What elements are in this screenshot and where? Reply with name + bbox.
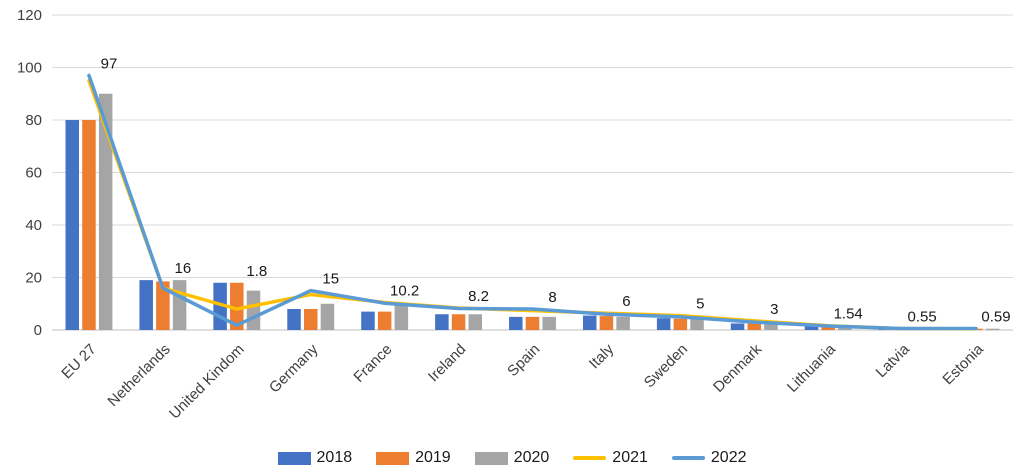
bar-2020: [246, 290, 261, 330]
legend-label: 2018: [316, 449, 353, 466]
x-axis-category-label: Spain: [504, 341, 543, 380]
x-axis-category-label: Estonia: [939, 340, 987, 388]
y-axis-tick-label: 20: [25, 270, 42, 287]
line-2022: [87, 73, 978, 331]
legend-item-2019: 2019: [376, 449, 451, 467]
bar-2019: [156, 281, 170, 330]
x-axis-category-label: Germany: [266, 340, 322, 396]
x-axis-category-label: Latvia: [873, 340, 914, 381]
bar-2018: [435, 314, 449, 330]
legend-swatch-bar-2020: [474, 451, 508, 465]
bar-2020: [394, 303, 409, 330]
bar-2018: [65, 120, 80, 330]
x-axis-category-label: United Kindom: [166, 341, 248, 423]
x-axis-category-label: Ireland: [425, 341, 469, 385]
data-label: 0.55: [908, 309, 937, 326]
bar-2018: [361, 311, 375, 330]
data-label: 6: [622, 293, 630, 310]
bar-2019: [747, 322, 762, 330]
bar-2020: [98, 93, 113, 330]
bar-2020: [690, 316, 704, 330]
data-label: 0.59: [981, 308, 1010, 325]
y-axis-tick-label: 60: [25, 165, 42, 182]
bar-2020: [985, 328, 1000, 330]
bar-2019: [451, 314, 466, 330]
bar-2018: [804, 325, 819, 330]
bar-2019: [230, 282, 244, 330]
legend-item-2022: 2022: [671, 449, 747, 467]
legend-item-2018: 2018: [277, 449, 353, 467]
legend-label: 2021: [612, 449, 648, 466]
bar-2019: [303, 309, 318, 330]
chart-legend: 2018 2019 2020 2021 2022: [0, 449, 1024, 467]
data-label: 1.8: [246, 263, 267, 280]
legend-label: 2020: [513, 449, 550, 466]
y-axis-tick-label: 100: [17, 60, 42, 77]
y-axis-tick-label: 0: [34, 322, 42, 339]
legend-swatch-bar-2019: [376, 451, 410, 465]
bar-2020: [320, 303, 335, 330]
bar-2020: [616, 316, 630, 330]
data-label: 16: [175, 260, 192, 277]
y-axis-tick-label: 80: [25, 112, 42, 129]
bar-2020: [542, 316, 556, 330]
x-axis-category-label: Italy: [586, 340, 618, 372]
data-label: 1.54: [834, 305, 863, 322]
legend-item-2020: 2020: [474, 449, 550, 467]
legend-swatch-line-2022: [671, 456, 705, 460]
bar-2020: [468, 314, 483, 330]
bar-2019: [599, 316, 614, 330]
bar-2018: [139, 280, 153, 330]
y-axis-tick-label: 120: [17, 7, 42, 24]
bar-2018: [287, 309, 301, 330]
data-label: 10.2: [390, 282, 419, 299]
x-axis-category-label: France: [350, 341, 395, 386]
bar-2019: [377, 311, 392, 330]
x-axis-category-label: Lithuania: [784, 340, 840, 396]
bar-2020: [764, 321, 778, 330]
x-axis-category-label: EU 27: [58, 341, 100, 383]
bar-2018: [656, 318, 671, 330]
bar-2018: [582, 315, 597, 330]
bar-2020: [172, 280, 187, 330]
bar-2019: [82, 120, 96, 330]
x-axis-category-label: Sweden: [641, 341, 691, 391]
bar-2019: [525, 316, 540, 330]
data-label: 8: [548, 289, 556, 306]
data-label: 8.2: [468, 288, 489, 305]
data-label: 97: [101, 55, 118, 72]
legend-item-2021: 2021: [573, 449, 648, 467]
legend-swatch-line-2021: [573, 456, 607, 460]
data-label: 3: [770, 301, 778, 318]
bar-2019: [673, 318, 688, 330]
legend-label: 2022: [710, 449, 747, 466]
legend-label: 2019: [415, 449, 451, 466]
y-axis-tick-label: 40: [25, 217, 42, 234]
legend-swatch-bar-2018: [277, 451, 311, 465]
x-axis-category-label: Denmark: [710, 340, 765, 395]
data-label: 5: [696, 296, 704, 313]
bar-2018: [730, 323, 745, 330]
data-label: 15: [322, 271, 339, 288]
chart-plot-area: 0 20 40 60 80 100 120 97 16 1.8 15 10.2 8.2 8 6 5 3 1.54 0…: [17, 7, 1013, 423]
bar-2018: [509, 316, 523, 330]
x-axis-category-label: Netherlands: [104, 341, 173, 410]
